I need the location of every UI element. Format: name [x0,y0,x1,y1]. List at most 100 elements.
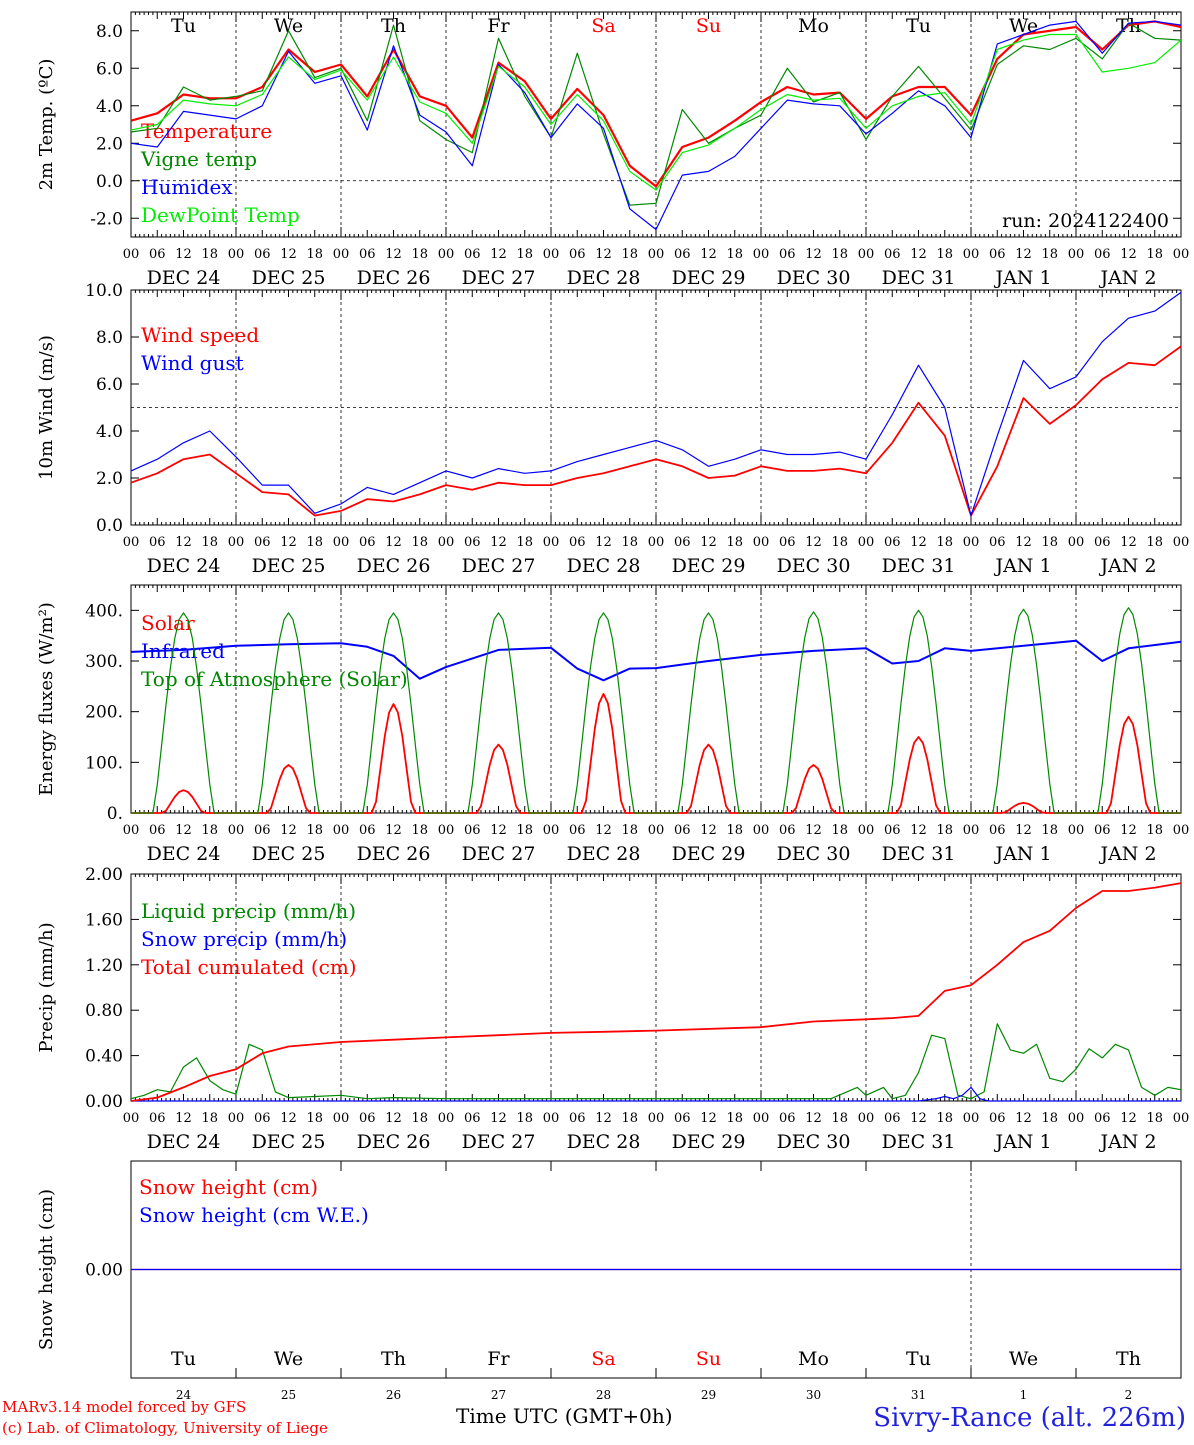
y-tick-label: 2.0 [96,134,123,154]
date-label: DEC 24 [147,267,221,289]
weekday-label: Fr [487,15,510,37]
date-label: DEC 29 [672,843,746,865]
hour-tick-label: 06 [464,247,481,262]
hour-tick-label: 12 [175,247,192,262]
hour-tick-label: 06 [149,1111,166,1126]
hour-tick-label: 00 [858,1111,875,1126]
y-tick-label: 0. [107,804,123,824]
date-label: DEC 24 [147,555,221,577]
hour-tick-label: 00 [1068,535,1085,550]
hour-tick-label: 00 [543,823,560,838]
hour-tick-label: 18 [621,535,638,550]
hour-tick-label: 12 [1015,535,1032,550]
hour-tick-label: 06 [674,1111,691,1126]
hour-tick-label: 00 [648,823,665,838]
hour-tick-label: 06 [254,1111,271,1126]
hour-tick-label: 12 [595,823,612,838]
hour-tick-label: 06 [254,823,271,838]
y-axis-label: 10m Wind (m/s) [36,335,57,480]
hour-tick-label: 18 [1041,1111,1058,1126]
date-label: DEC 24 [147,1131,221,1153]
legend-entry: Snow precip (mm/h) [141,927,347,951]
weekday-label: Su [696,15,721,37]
hour-tick-label: 12 [1015,1111,1032,1126]
hour-tick-label: 18 [411,823,428,838]
hour-tick-label: 00 [648,247,665,262]
y-tick-label: 200. [85,703,123,723]
date-label: DEC 26 [357,1131,431,1153]
hour-tick-label: 12 [1120,247,1137,262]
y-tick-label: 4.0 [96,97,123,117]
hour-tick-label: 12 [1120,1111,1137,1126]
hour-tick-label: 00 [228,247,245,262]
hour-tick-label: 06 [359,535,376,550]
hour-tick-label: 18 [306,247,323,262]
hour-tick-label: 06 [989,1111,1006,1126]
hour-tick-label: 06 [359,823,376,838]
date-label: JAN 1 [993,267,1051,289]
hour-tick-label: 18 [831,823,848,838]
hour-tick-label: 18 [936,247,953,262]
hour-tick-label: 18 [201,535,218,550]
hour-tick-label: 18 [936,535,953,550]
hour-tick-label: 18 [621,823,638,838]
date-label: DEC 27 [462,1131,536,1153]
date-label: JAN 1 [993,555,1051,577]
series-line-liquid-precip-mm-h [130,1023,1182,1100]
series-line-top-of-atmosphere-solar [131,607,1181,814]
hour-tick-label: 00 [333,823,350,838]
hour-tick-label: 00 [123,535,140,550]
date-label: DEC 27 [462,555,536,577]
hour-tick-label: 18 [621,1111,638,1126]
date-label: JAN 2 [1098,267,1156,289]
hour-tick-label: 00 [1173,535,1190,550]
hour-tick-label: 12 [700,1111,717,1126]
y-tick-label: 0.00 [85,1261,123,1281]
hour-tick-label: 18 [1041,247,1058,262]
station-name: Sivry-Rance (alt. 226m) [873,1403,1186,1433]
hour-tick-label: 18 [1146,535,1163,550]
day-number-label: 2 [1125,1388,1133,1402]
hour-tick-label: 00 [1068,823,1085,838]
hour-tick-label: 18 [831,535,848,550]
hour-tick-label: 12 [175,823,192,838]
hour-tick-label: 00 [1173,1111,1190,1126]
date-label: DEC 30 [777,843,851,865]
hour-tick-label: 18 [411,247,428,262]
date-label: DEC 24 [147,843,221,865]
hour-tick-label: 18 [1146,1111,1163,1126]
y-tick-label: 100. [85,753,123,773]
hour-tick-label: 06 [674,247,691,262]
day-number-label: 30 [806,1388,821,1402]
day-number-label: 31 [911,1388,926,1402]
series-line-dewpoint-temp [130,33,1182,191]
hour-tick-label: 12 [910,1111,927,1126]
hour-tick-label: 06 [1094,823,1111,838]
weekday-label: We [1009,1348,1038,1370]
hour-tick-label: 06 [989,535,1006,550]
hour-tick-label: 12 [490,535,507,550]
legend-entry: Vigne temp [140,147,257,171]
weekday-label: Th [1116,1348,1141,1370]
y-tick-label: 2.00 [85,865,123,885]
hour-tick-label: 06 [149,535,166,550]
hour-tick-label: 12 [385,823,402,838]
hour-tick-label: 18 [726,535,743,550]
hour-tick-label: 12 [910,247,927,262]
hour-tick-label: 00 [543,247,560,262]
hour-tick-label: 18 [831,247,848,262]
hour-tick-label: 18 [1041,535,1058,550]
date-label: JAN 2 [1098,843,1156,865]
hour-tick-label: 06 [359,1111,376,1126]
hour-tick-label: 00 [228,823,245,838]
hour-tick-label: 00 [1068,247,1085,262]
hour-tick-label: 12 [280,823,297,838]
legend-entry: Solar [141,611,195,635]
hour-tick-label: 18 [516,1111,533,1126]
hour-tick-label: 18 [1146,247,1163,262]
y-tick-label: 0.00 [85,1092,123,1112]
hour-tick-label: 18 [201,823,218,838]
hour-tick-label: 06 [674,535,691,550]
hour-tick-label: 00 [228,1111,245,1126]
hour-tick-label: 06 [779,535,796,550]
